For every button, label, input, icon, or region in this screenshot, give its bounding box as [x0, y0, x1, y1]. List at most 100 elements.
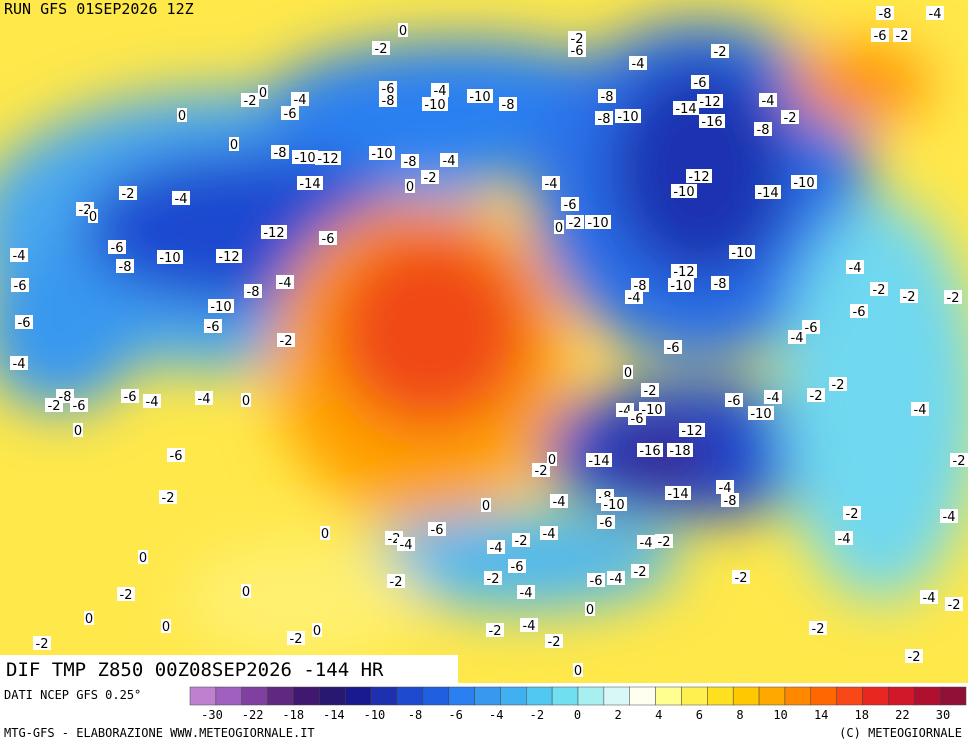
contour-label-box: [829, 377, 847, 391]
contour-label-box: [88, 209, 98, 223]
contour-label-box: [900, 289, 918, 303]
contour-label: -4: [610, 572, 623, 587]
contour-label: -2: [846, 507, 859, 522]
contour-label-box: [809, 621, 827, 635]
contour-label: -2: [812, 622, 825, 637]
contour-label: -2: [48, 399, 61, 414]
contour-label-box: [911, 402, 929, 416]
contour-label: -6: [600, 516, 613, 531]
contour-label-box: [508, 559, 526, 573]
contour-label: -8: [601, 90, 614, 105]
contour-label: -2: [122, 187, 135, 202]
contour-label: -4: [520, 586, 533, 601]
contour-label: -4: [719, 481, 732, 496]
contour-label-box: [484, 571, 502, 585]
contour-label-box: [729, 245, 755, 259]
contour-label-box: [143, 394, 161, 408]
contour-label-box: [721, 493, 739, 507]
contour-label: -14: [667, 487, 688, 502]
contour-label-box: [597, 515, 615, 529]
contour-label-box: [315, 151, 341, 165]
contour-label: 0: [89, 210, 97, 225]
colorbar-label: -4: [489, 708, 503, 722]
contour-label-box: [754, 122, 772, 136]
contour-label: -10: [603, 498, 624, 513]
colorbar-swatch: [241, 686, 268, 706]
contour-label-box: [905, 649, 923, 663]
colorbar-swatch: [784, 686, 812, 706]
contour-label: -6: [322, 232, 335, 247]
contour-label-box: [807, 388, 825, 402]
contour-label: -4: [914, 403, 927, 418]
contour-label: -4: [923, 591, 936, 606]
contour-label: -10: [750, 407, 771, 422]
contour-label: -2: [714, 45, 727, 60]
source-text: DATI NCEP GFS 0.25°: [4, 688, 141, 702]
colorbar-swatch: [293, 686, 320, 706]
contour-label-box: [15, 315, 33, 329]
colorbar-label: 30: [936, 708, 950, 722]
colorbar-swatch: [215, 686, 242, 706]
contour-label-box: [671, 184, 697, 198]
contour-label-box: [10, 248, 28, 262]
contour-label: 0: [482, 499, 490, 514]
contour-label: -4: [175, 192, 188, 207]
contour-label-box: [748, 406, 774, 420]
contour-label: -4: [838, 532, 851, 547]
contour-label: -6: [284, 107, 297, 122]
contour-label-box: [764, 390, 782, 404]
contour-label: -4: [400, 538, 413, 553]
contour-label-box: [159, 490, 177, 504]
contour-label: 0: [242, 394, 250, 409]
contour-label: -2: [948, 598, 961, 613]
contour-label: -2: [903, 290, 916, 305]
copyright-text: (C) METEOGIORNALE: [839, 726, 962, 740]
contour-label: 0: [321, 527, 329, 542]
contour-label-box: [486, 623, 504, 637]
contour-label: -4: [632, 57, 645, 72]
contour-label: -2: [548, 635, 561, 650]
contour-label-box: [716, 480, 734, 494]
contour-label: -6: [667, 341, 680, 356]
contour-label: -2: [535, 464, 548, 479]
contour-label-box: [940, 509, 958, 523]
contour-label: -14: [299, 177, 320, 192]
contour-label-box: [204, 319, 222, 333]
contour-label: -12: [218, 250, 239, 265]
contour-label-box: [781, 110, 799, 124]
colorbar-swatch: [319, 686, 346, 706]
contour-label-box: [292, 150, 318, 164]
contour-label: -2: [634, 565, 647, 580]
contour-label-box: [258, 85, 268, 99]
contour-label-box: [229, 137, 239, 151]
contour-label-box: [568, 31, 586, 45]
contour-label: -2: [569, 216, 582, 231]
colorbar-swatch: [914, 686, 941, 706]
contour-label-box: [73, 423, 83, 437]
colorbar-swatch: [551, 686, 579, 706]
colorbar-label: -22: [242, 708, 264, 722]
contour-label: -18: [669, 444, 690, 459]
contour-label-box: [615, 109, 641, 123]
contour-label: -2: [658, 535, 671, 550]
colorbar-label: 2: [614, 708, 621, 722]
contour-label: -6: [511, 560, 524, 575]
contour-label: -12: [688, 170, 709, 185]
contour-label-box: [755, 185, 781, 199]
colorbar-swatch: [526, 686, 553, 706]
contour-label-box: [241, 93, 259, 107]
contour-label: -2: [896, 29, 909, 44]
contour-label: 0: [313, 624, 321, 639]
contour-label: -4: [294, 93, 307, 108]
run-title: RUN GFS 01SEP2026 12Z: [4, 0, 194, 18]
contour-label-box: [664, 340, 682, 354]
contour-label: -8: [757, 123, 770, 138]
contour-label-box: [401, 154, 419, 168]
contour-label-box: [405, 179, 415, 193]
contour-label-box: [291, 92, 309, 106]
contour-label-box: [397, 537, 415, 551]
contour-label: 0: [178, 109, 186, 124]
contour-label-box: [244, 284, 262, 298]
colorbar-swatch: [810, 686, 837, 706]
colorbar-swatch: [707, 686, 734, 706]
